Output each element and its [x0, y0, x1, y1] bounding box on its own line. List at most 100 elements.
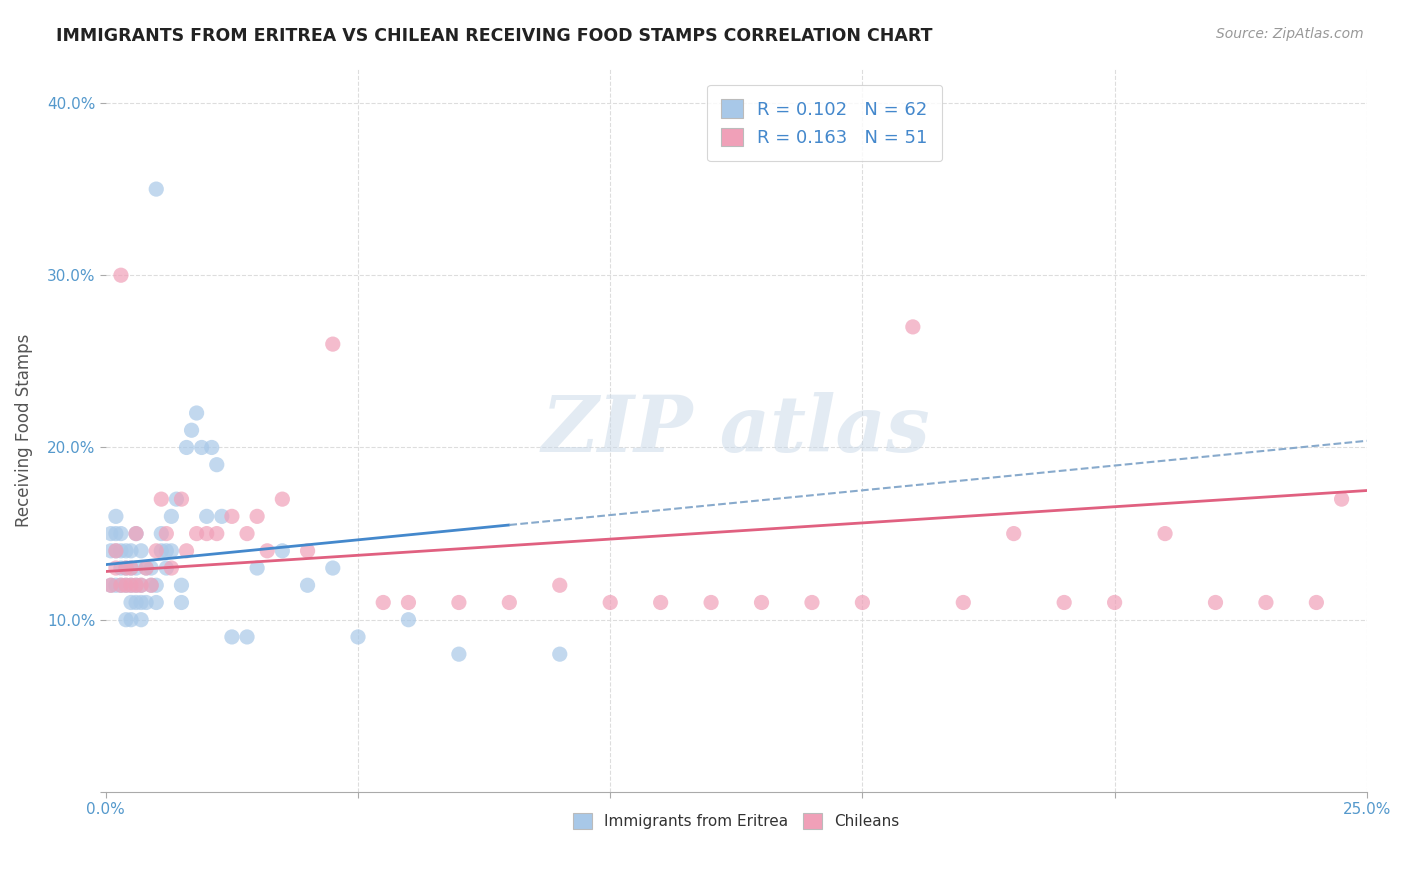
Point: [120, 561, 142, 575]
Point: [110, 526, 132, 541]
Point: [195, 526, 218, 541]
Point: [246, 509, 269, 524]
Point: [1205, 595, 1227, 609]
Point: [186, 406, 208, 420]
Point: [1330, 492, 1353, 507]
Point: [1254, 595, 1277, 609]
Point: [115, 561, 138, 575]
Point: [100, 526, 122, 541]
Point: [373, 595, 395, 609]
Point: [1305, 595, 1327, 609]
Point: [100, 578, 122, 592]
Point: [271, 492, 294, 507]
Text: IMMIGRANTS FROM ERITREA VS CHILEAN RECEIVING FOOD STAMPS CORRELATION CHART: IMMIGRANTS FROM ERITREA VS CHILEAN RECEI…: [56, 27, 932, 45]
Point: [120, 578, 142, 592]
Point: [160, 561, 183, 575]
Point: [141, 578, 163, 592]
Point: [141, 578, 163, 592]
Point: [104, 544, 127, 558]
Point: [104, 544, 127, 558]
Point: [115, 578, 138, 592]
Point: [186, 526, 208, 541]
Point: [100, 544, 122, 558]
Point: [256, 544, 278, 558]
Point: [322, 337, 344, 351]
Point: [271, 544, 294, 558]
Point: [120, 561, 142, 575]
Text: Source: ZipAtlas.com: Source: ZipAtlas.com: [1216, 27, 1364, 41]
Point: [110, 268, 132, 283]
Point: [170, 595, 193, 609]
Point: [155, 544, 177, 558]
Point: [145, 578, 167, 592]
Point: [165, 492, 187, 507]
Point: [129, 595, 152, 609]
Point: [398, 595, 420, 609]
Point: [901, 319, 924, 334]
Point: [104, 509, 127, 524]
Point: [246, 561, 269, 575]
Point: [205, 526, 228, 541]
Point: [145, 544, 167, 558]
Point: [498, 595, 520, 609]
Point: [221, 630, 243, 644]
Point: [236, 630, 259, 644]
Point: [170, 578, 193, 592]
Point: [129, 613, 152, 627]
Text: ZIP atlas: ZIP atlas: [541, 392, 931, 468]
Point: [1104, 595, 1126, 609]
Point: [125, 526, 148, 541]
Point: [650, 595, 672, 609]
Point: [125, 578, 148, 592]
Point: [110, 561, 132, 575]
Point: [205, 458, 228, 472]
Point: [347, 630, 370, 644]
Point: [599, 595, 621, 609]
Point: [1002, 526, 1025, 541]
Point: [150, 492, 173, 507]
Point: [141, 561, 163, 575]
Point: [221, 509, 243, 524]
Point: [155, 526, 177, 541]
Point: [297, 578, 319, 592]
Point: [548, 647, 571, 661]
Point: [135, 561, 157, 575]
Point: [548, 578, 571, 592]
Point: [297, 544, 319, 558]
Point: [447, 647, 470, 661]
Point: [104, 578, 127, 592]
Point: [135, 595, 157, 609]
Point: [115, 613, 138, 627]
Point: [120, 578, 142, 592]
Point: [104, 561, 127, 575]
Point: [801, 595, 824, 609]
Point: [129, 544, 152, 558]
Point: [125, 578, 148, 592]
Point: [115, 578, 138, 592]
Point: [190, 441, 212, 455]
Point: [150, 544, 173, 558]
Point: [135, 561, 157, 575]
Point: [176, 544, 198, 558]
Point: [952, 595, 974, 609]
Point: [1053, 595, 1076, 609]
Point: [115, 561, 138, 575]
Point: [160, 509, 183, 524]
Point: [170, 492, 193, 507]
Point: [129, 578, 152, 592]
Point: [120, 544, 142, 558]
Point: [145, 182, 167, 196]
Point: [110, 578, 132, 592]
Point: [125, 526, 148, 541]
Point: [104, 526, 127, 541]
Point: [125, 595, 148, 609]
Point: [211, 509, 233, 524]
Point: [110, 544, 132, 558]
Point: [322, 561, 344, 575]
Point: [100, 578, 122, 592]
Legend: Immigrants from Eritrea, Chileans: Immigrants from Eritrea, Chileans: [567, 806, 905, 835]
Point: [751, 595, 773, 609]
Point: [851, 595, 873, 609]
Point: [201, 441, 224, 455]
Point: [110, 578, 132, 592]
